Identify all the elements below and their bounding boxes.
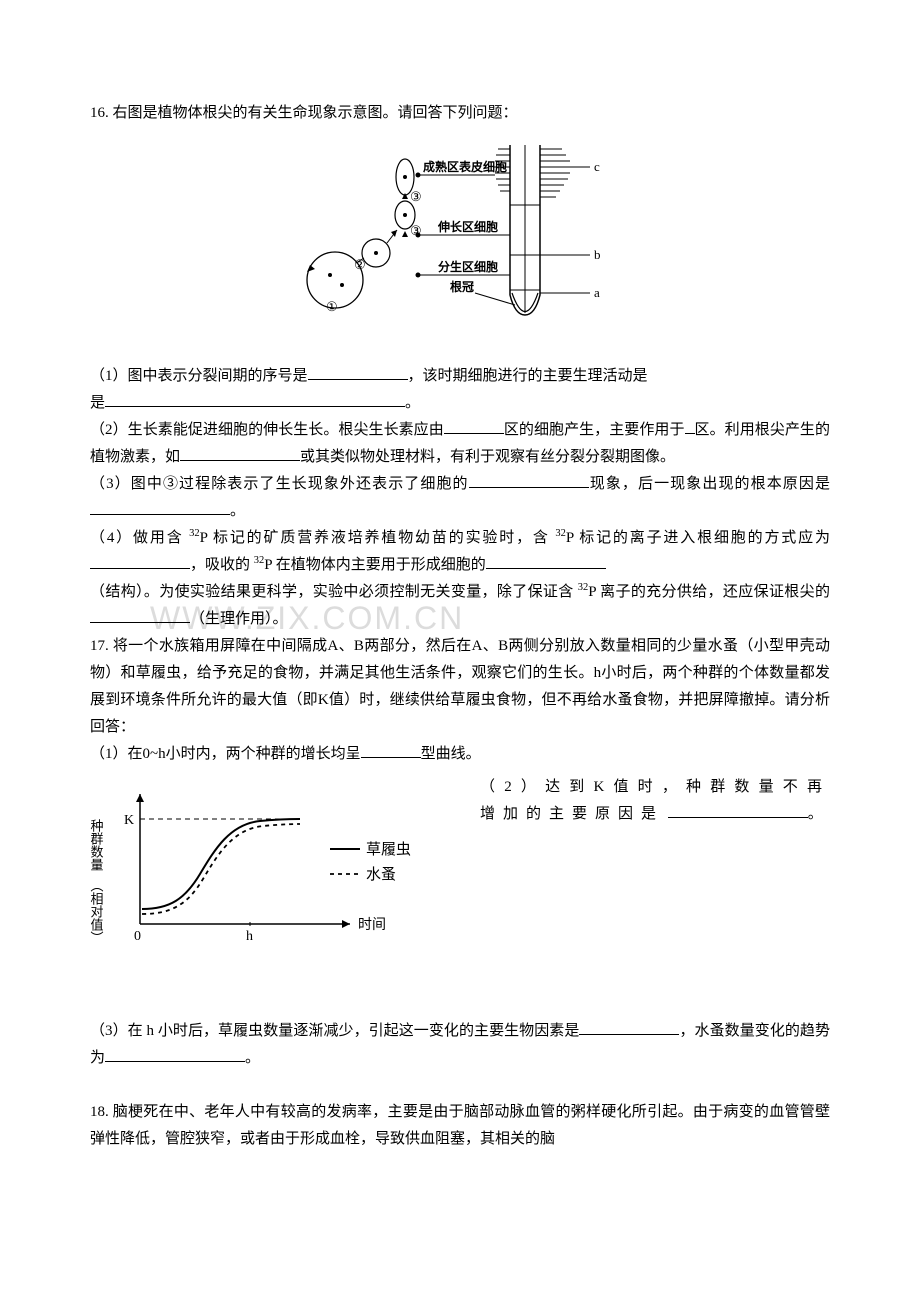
blank [90,607,190,623]
q16-part2: （2）生长素能促进细胞的伸长生长。根尖生长素应由区的细胞产生，主要作用于区。利用… [90,417,830,471]
blank [668,802,808,818]
sup: 32 [254,555,265,566]
text: 或其类似物处理材料，有利于观察有丝分裂分裂期图像。 [300,449,675,465]
svg-text:b: b [594,247,601,262]
q17-part1: （1）在0~h小时内，两个种群的增长均呈 型曲线。 [90,741,830,768]
blank [486,553,606,569]
q16-part1b: 是。 [90,390,830,417]
text: 型曲线。 [421,746,481,762]
sup: 32 [555,528,566,539]
text: 现象，后一现象出现的根本原因是 [589,476,830,492]
svg-text:草履虫: 草履虫 [366,841,411,858]
q17-part2: （2）达到K值时，种群数量不再增加的主要原因是 。 [450,774,830,828]
text: 。 [230,503,245,519]
text: P 标记的离子进入根细胞的方式应为 [566,530,830,546]
text: （3）在 h 小时后，草履虫数量逐渐减少，引起这一变化的主要生物因素是 [90,1023,579,1039]
q16-part3: （3）图中③过程除表示了生长现象外还表示了细胞的 现象，后一现象出现的根本原因是。 [90,471,830,525]
q17-header: 17. 将一个水族箱用屏障在中间隔成A、B两部分，然后在A、B两侧分别放入数量相… [90,633,830,741]
text: （3）图中③过程除表示了生长现象外还表示了细胞的 [90,476,469,492]
text: 。 [245,1050,260,1066]
blank [105,1046,245,1062]
text: ，吸收的 [190,557,254,573]
text: （生理作用）。 [190,611,288,627]
text: P 离子的充分供给，还应保证根尖的 [588,584,830,600]
svg-text:K: K [124,813,134,828]
text: 区的细胞产生，主要作用于 [504,422,685,438]
blank [469,472,589,488]
text: （结构）。为使实验结果更科学，实验中必须控制无关变量，除了保证含 [90,584,578,600]
q16-part1: （1）图中表示分裂间期的序号是 ，该时期细胞进行的主要生理活动是 [90,363,830,390]
blank [361,742,421,758]
q16-part4: （4）做用含 32P 标记的矿质营养液培养植物幼苗的实验时，含 32P 标记的离… [90,525,830,633]
q16-header: 16. 右图是植物体根尖的有关生命现象示意图。请回答下列问题： [90,100,830,127]
blank [180,445,300,461]
blank [105,391,405,407]
svg-text:水蚤: 水蚤 [366,866,396,883]
sup: 32 [578,582,589,593]
q18-header: 18. 脑梗死在中、老年人中有较高的发病率，主要是由于脑部动脉血管的粥样硬化所引… [90,1099,830,1153]
svg-text:时间: 时间 [358,917,386,933]
svg-text:②: ② [354,257,366,272]
svg-text:根冠: 根冠 [450,279,474,294]
svg-text:③: ③ [410,189,422,204]
text: （2）生长素能促进细胞的伸长生长。根尖生长素应由 [90,422,444,438]
text: 。 [808,806,823,822]
svg-text:c: c [594,159,600,174]
svg-text:（相对值）: （相对值） [90,879,104,944]
text: （1）在0~h小时内，两个种群的增长均呈 [90,746,361,762]
svg-text:分生区细胞: 分生区细胞 [438,259,498,274]
text: 。 [405,395,420,411]
q17-part3: （3）在 h 小时后，草履虫数量逐渐减少，引起这一变化的主要生物因素是，水蚤数量… [90,1018,830,1072]
q16-diagram: c b a [90,135,830,345]
sup: 32 [189,528,200,539]
q17-chart: 种群数量 （相对值） K 0 h 时间 [90,774,450,964]
svg-text:伸长区细胞: 伸长区细胞 [437,219,498,234]
text: ，该时期细胞进行的主要生理活动是 [408,368,648,384]
svg-text:h: h [246,929,253,944]
blank [685,418,695,434]
text: P 在植物体内主要用于形成细胞的 [264,557,486,573]
blank [90,553,190,569]
svg-text:0: 0 [134,929,141,944]
text: （1）图中表示分裂间期的序号是 [90,368,308,384]
blank [308,364,408,380]
svg-text:成熟区表皮细胞: 成熟区表皮细胞 [423,159,507,174]
blank [444,418,504,434]
blank [90,499,230,515]
svg-text:a: a [594,285,600,300]
blank [579,1019,679,1035]
svg-text:①: ① [326,299,338,314]
text: （4）做用含 [90,530,189,546]
svg-text:种群数量: 种群数量 [90,819,104,871]
text: P 标记的矿质营养液培养植物幼苗的实验时，含 [200,530,556,546]
text: 是 [90,395,105,411]
